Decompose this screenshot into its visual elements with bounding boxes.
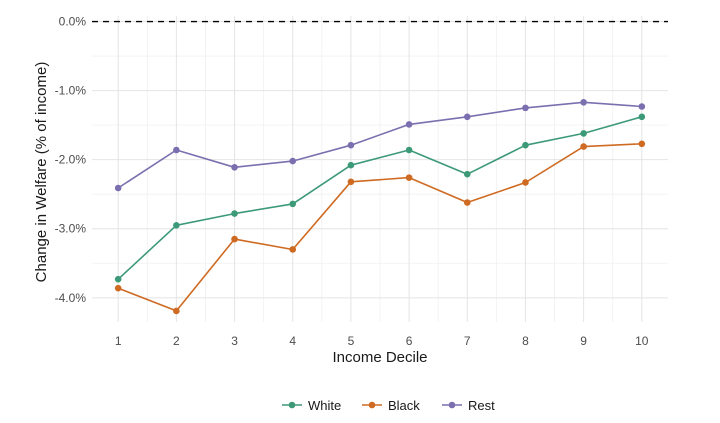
data-point-white	[114, 275, 122, 283]
data-point-rest	[231, 163, 238, 171]
data-point-black	[638, 140, 646, 148]
series-line-white	[117, 116, 643, 280]
x-tick-label: 3	[231, 334, 238, 348]
y-axis-title: Change in Welfare (% of income)	[33, 62, 50, 283]
x-tick-label: 7	[464, 334, 471, 348]
x-tick-label: 5	[348, 334, 355, 348]
x-axis-tick-labels: 1 2 3 4 5 6 7 8 9 10	[115, 334, 649, 348]
data-point-white	[231, 210, 238, 217]
data-point-rest	[580, 99, 587, 106]
legend-label-rest: Rest	[468, 398, 495, 413]
x-tick-label: 2	[173, 334, 180, 348]
y-tick-label: -1.0%	[55, 84, 87, 98]
data-point-white	[173, 221, 180, 229]
legend-label-black: Black	[388, 398, 420, 413]
data-point-white	[405, 146, 413, 154]
data-point-white	[638, 113, 646, 121]
data-point-black	[522, 179, 529, 186]
data-point-rest	[114, 184, 122, 192]
series-lines	[117, 101, 643, 312]
x-tick-label: 1	[115, 334, 122, 348]
data-point-rest	[289, 157, 297, 165]
x-tick-label: 10	[635, 334, 649, 348]
legend-marker-white	[288, 401, 296, 409]
data-point-rest	[463, 113, 471, 121]
legend-marker-rest	[448, 401, 456, 409]
legend: White Black Rest	[282, 398, 495, 413]
data-point-white	[522, 141, 529, 149]
series-points	[114, 99, 646, 315]
data-point-white	[289, 200, 297, 208]
legend-label-white: White	[308, 398, 341, 413]
y-axis-tick-labels: 0.0% -1.0% -2.0% -3.0% -4.0%	[55, 15, 87, 305]
data-point-rest	[405, 121, 413, 128]
data-point-white	[463, 170, 471, 178]
y-tick-label: -4.0%	[55, 291, 87, 305]
data-point-black	[173, 307, 180, 315]
x-tick-label: 8	[522, 334, 529, 348]
minor-gridlines	[92, 16, 668, 322]
data-point-black	[347, 178, 355, 186]
x-tick-label: 6	[406, 334, 413, 348]
data-point-rest	[522, 104, 529, 112]
data-point-rest	[347, 141, 355, 149]
x-tick-label: 4	[289, 334, 296, 348]
data-point-black	[231, 235, 238, 243]
major-gridlines	[92, 16, 668, 322]
y-tick-label: -2.0%	[55, 153, 87, 167]
data-point-rest	[638, 103, 646, 110]
y-tick-label: 0.0%	[59, 15, 87, 29]
data-point-black	[289, 246, 297, 253]
x-tick-label: 9	[580, 334, 587, 348]
data-point-black	[405, 174, 413, 181]
data-point-rest	[173, 146, 180, 154]
data-point-white	[347, 161, 355, 169]
data-point-white	[580, 130, 587, 137]
y-tick-label: -3.0%	[55, 222, 87, 236]
series-line-rest	[117, 101, 642, 189]
legend-marker-black	[368, 401, 376, 409]
data-point-black	[114, 284, 122, 292]
data-point-black	[463, 199, 471, 206]
series-line-black	[117, 143, 642, 312]
x-axis-title: Income Decile	[332, 349, 427, 366]
data-point-black	[580, 143, 587, 150]
